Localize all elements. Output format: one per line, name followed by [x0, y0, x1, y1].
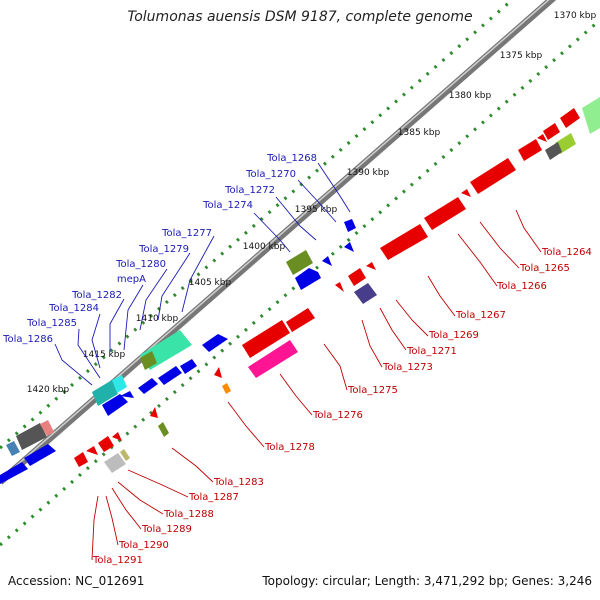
gene-label[interactable]: Tola_1283 [213, 477, 264, 488]
genome-summary-text: Topology: circular; Length: 3,471,292 bp… [262, 574, 592, 588]
gene-arrow[interactable] [102, 394, 128, 416]
gene-label[interactable]: Tola_1274 [202, 200, 253, 211]
gene-label[interactable]: Tola_1290 [118, 540, 169, 551]
gene-label[interactable]: Tola_1264 [541, 247, 592, 258]
gene-block[interactable] [6, 441, 20, 456]
gene-arrow[interactable] [470, 158, 516, 194]
gene-block[interactable] [545, 142, 562, 160]
gene-block[interactable] [120, 449, 130, 461]
accession-text: Accession: NC_012691 [8, 574, 145, 588]
forward-genes [0, 219, 356, 484]
gene-arrow[interactable] [461, 189, 471, 197]
gene-arrow[interactable] [86, 446, 98, 455]
gene-arrow[interactable] [344, 242, 354, 252]
gene-label[interactable]: Tola_1273 [382, 362, 433, 373]
tick-1395: 1395 kbp [295, 205, 338, 215]
tick-1385: 1385 kbp [398, 128, 441, 138]
tick-1405: 1405 kbp [189, 278, 232, 288]
gene-arrow[interactable] [518, 139, 542, 161]
gene-arrow[interactable] [295, 268, 321, 290]
map-title: Tolumonas auensis DSM 9187, complete gen… [127, 9, 473, 25]
gene-label[interactable]: Tola_1277 [161, 228, 212, 239]
gene-label[interactable]: Tola_1279 [138, 244, 189, 255]
gene-block[interactable] [92, 380, 118, 406]
gene-block[interactable] [40, 420, 54, 436]
gene-block[interactable] [354, 283, 377, 304]
gene-label[interactable]: mepA [117, 274, 146, 285]
tick-1380: 1380 kbp [449, 91, 492, 101]
gene-label[interactable]: Tola_1275 [347, 385, 398, 396]
forward-leaders [54, 162, 351, 386]
gene-block[interactable] [16, 423, 47, 450]
gene-arrow[interactable] [344, 219, 356, 232]
gene-label[interactable]: Tola_1289 [141, 524, 192, 535]
gene-label[interactable]: Tola_1271 [406, 346, 457, 357]
tick-1400: 1400 kbp [243, 242, 286, 252]
gene-label[interactable]: Tola_1269 [428, 330, 479, 341]
gene-label[interactable]: Tola_1286 [2, 334, 53, 345]
genome-backbone [0, 0, 557, 485]
gene-arrow[interactable] [180, 359, 197, 374]
gene-block[interactable] [158, 422, 169, 437]
gene-arrow[interactable] [366, 262, 376, 270]
gene-block[interactable] [222, 383, 231, 394]
gene-label[interactable]: Tola_1278 [264, 442, 315, 453]
tick-1415: 1415 kbp [83, 350, 126, 360]
gene-arrow[interactable] [286, 308, 315, 332]
gene-arrow[interactable] [537, 134, 547, 142]
gene-label[interactable]: Tola_1272 [224, 185, 275, 196]
reverse-leaders [91, 209, 542, 561]
gene-label[interactable]: Tola_1291 [92, 555, 143, 566]
tick-1410: 1410 kbp [136, 314, 179, 324]
gene-label[interactable]: Tola_1267 [455, 310, 506, 321]
gene-arrow[interactable] [24, 444, 56, 466]
reverse-genes [74, 97, 600, 473]
tick-1390: 1390 kbp [347, 168, 390, 178]
tick-1420: 1420 kbp [27, 385, 70, 395]
scale-tick-labels: 1370 kbp 1375 kbp 1380 kbp 1385 kbp 1390… [27, 11, 597, 395]
gene-arrow[interactable] [380, 224, 428, 260]
gene-arrow[interactable] [158, 366, 182, 385]
gene-arrow[interactable] [74, 452, 88, 467]
gene-label[interactable]: Tola_1288 [163, 509, 214, 520]
gene-arrow[interactable] [112, 432, 122, 441]
gene-block[interactable] [248, 340, 298, 378]
genome-backbone-highlight [0, 0, 550, 481]
gene-arrow[interactable] [138, 378, 158, 394]
gene-block[interactable] [104, 453, 126, 473]
gene-arrow[interactable] [120, 391, 134, 398]
gene-block[interactable] [112, 375, 127, 393]
gene-block[interactable] [140, 351, 157, 370]
gene-label[interactable]: Tola_1284 [48, 303, 99, 314]
gene-arrow[interactable] [202, 334, 228, 352]
gene-arrow[interactable] [0, 462, 28, 484]
gene-arrow[interactable] [98, 436, 114, 452]
gene-arrow[interactable] [242, 320, 290, 358]
gene-label[interactable]: Tola_1270 [245, 169, 296, 180]
gene-label[interactable]: Tola_1287 [188, 492, 239, 503]
gene-label[interactable]: Tola_1268 [266, 153, 317, 164]
gene-arrow[interactable] [543, 123, 560, 140]
tick-1375: 1375 kbp [500, 51, 543, 61]
gene-arrow[interactable] [150, 407, 158, 418]
gene-label[interactable]: Tola_1285 [26, 318, 77, 329]
gene-arrow[interactable] [560, 108, 580, 128]
gene-label[interactable]: Tola_1266 [496, 281, 547, 292]
gene-arrow[interactable] [214, 367, 222, 378]
forward-gene-labels: Tola_1268 Tola_1270 Tola_1272 Tola_1274 … [2, 153, 317, 345]
gene-arrow[interactable] [335, 282, 344, 292]
gene-label[interactable]: Tola_1276 [312, 410, 363, 421]
gene-arrow[interactable] [424, 197, 466, 230]
gene-block[interactable] [286, 250, 313, 275]
gene-arrow[interactable] [348, 268, 366, 286]
gene-label[interactable]: Tola_1265 [519, 263, 570, 274]
gene-arrow[interactable] [322, 256, 332, 266]
gene-label[interactable]: Tola_1282 [71, 290, 122, 301]
gene-block[interactable] [582, 97, 600, 134]
gene-label[interactable]: Tola_1280 [115, 259, 166, 270]
reverse-gene-labels: Tola_1264 Tola_1265 Tola_1266 Tola_1267 … [92, 247, 592, 566]
tick-1370: 1370 kbp [554, 11, 597, 21]
